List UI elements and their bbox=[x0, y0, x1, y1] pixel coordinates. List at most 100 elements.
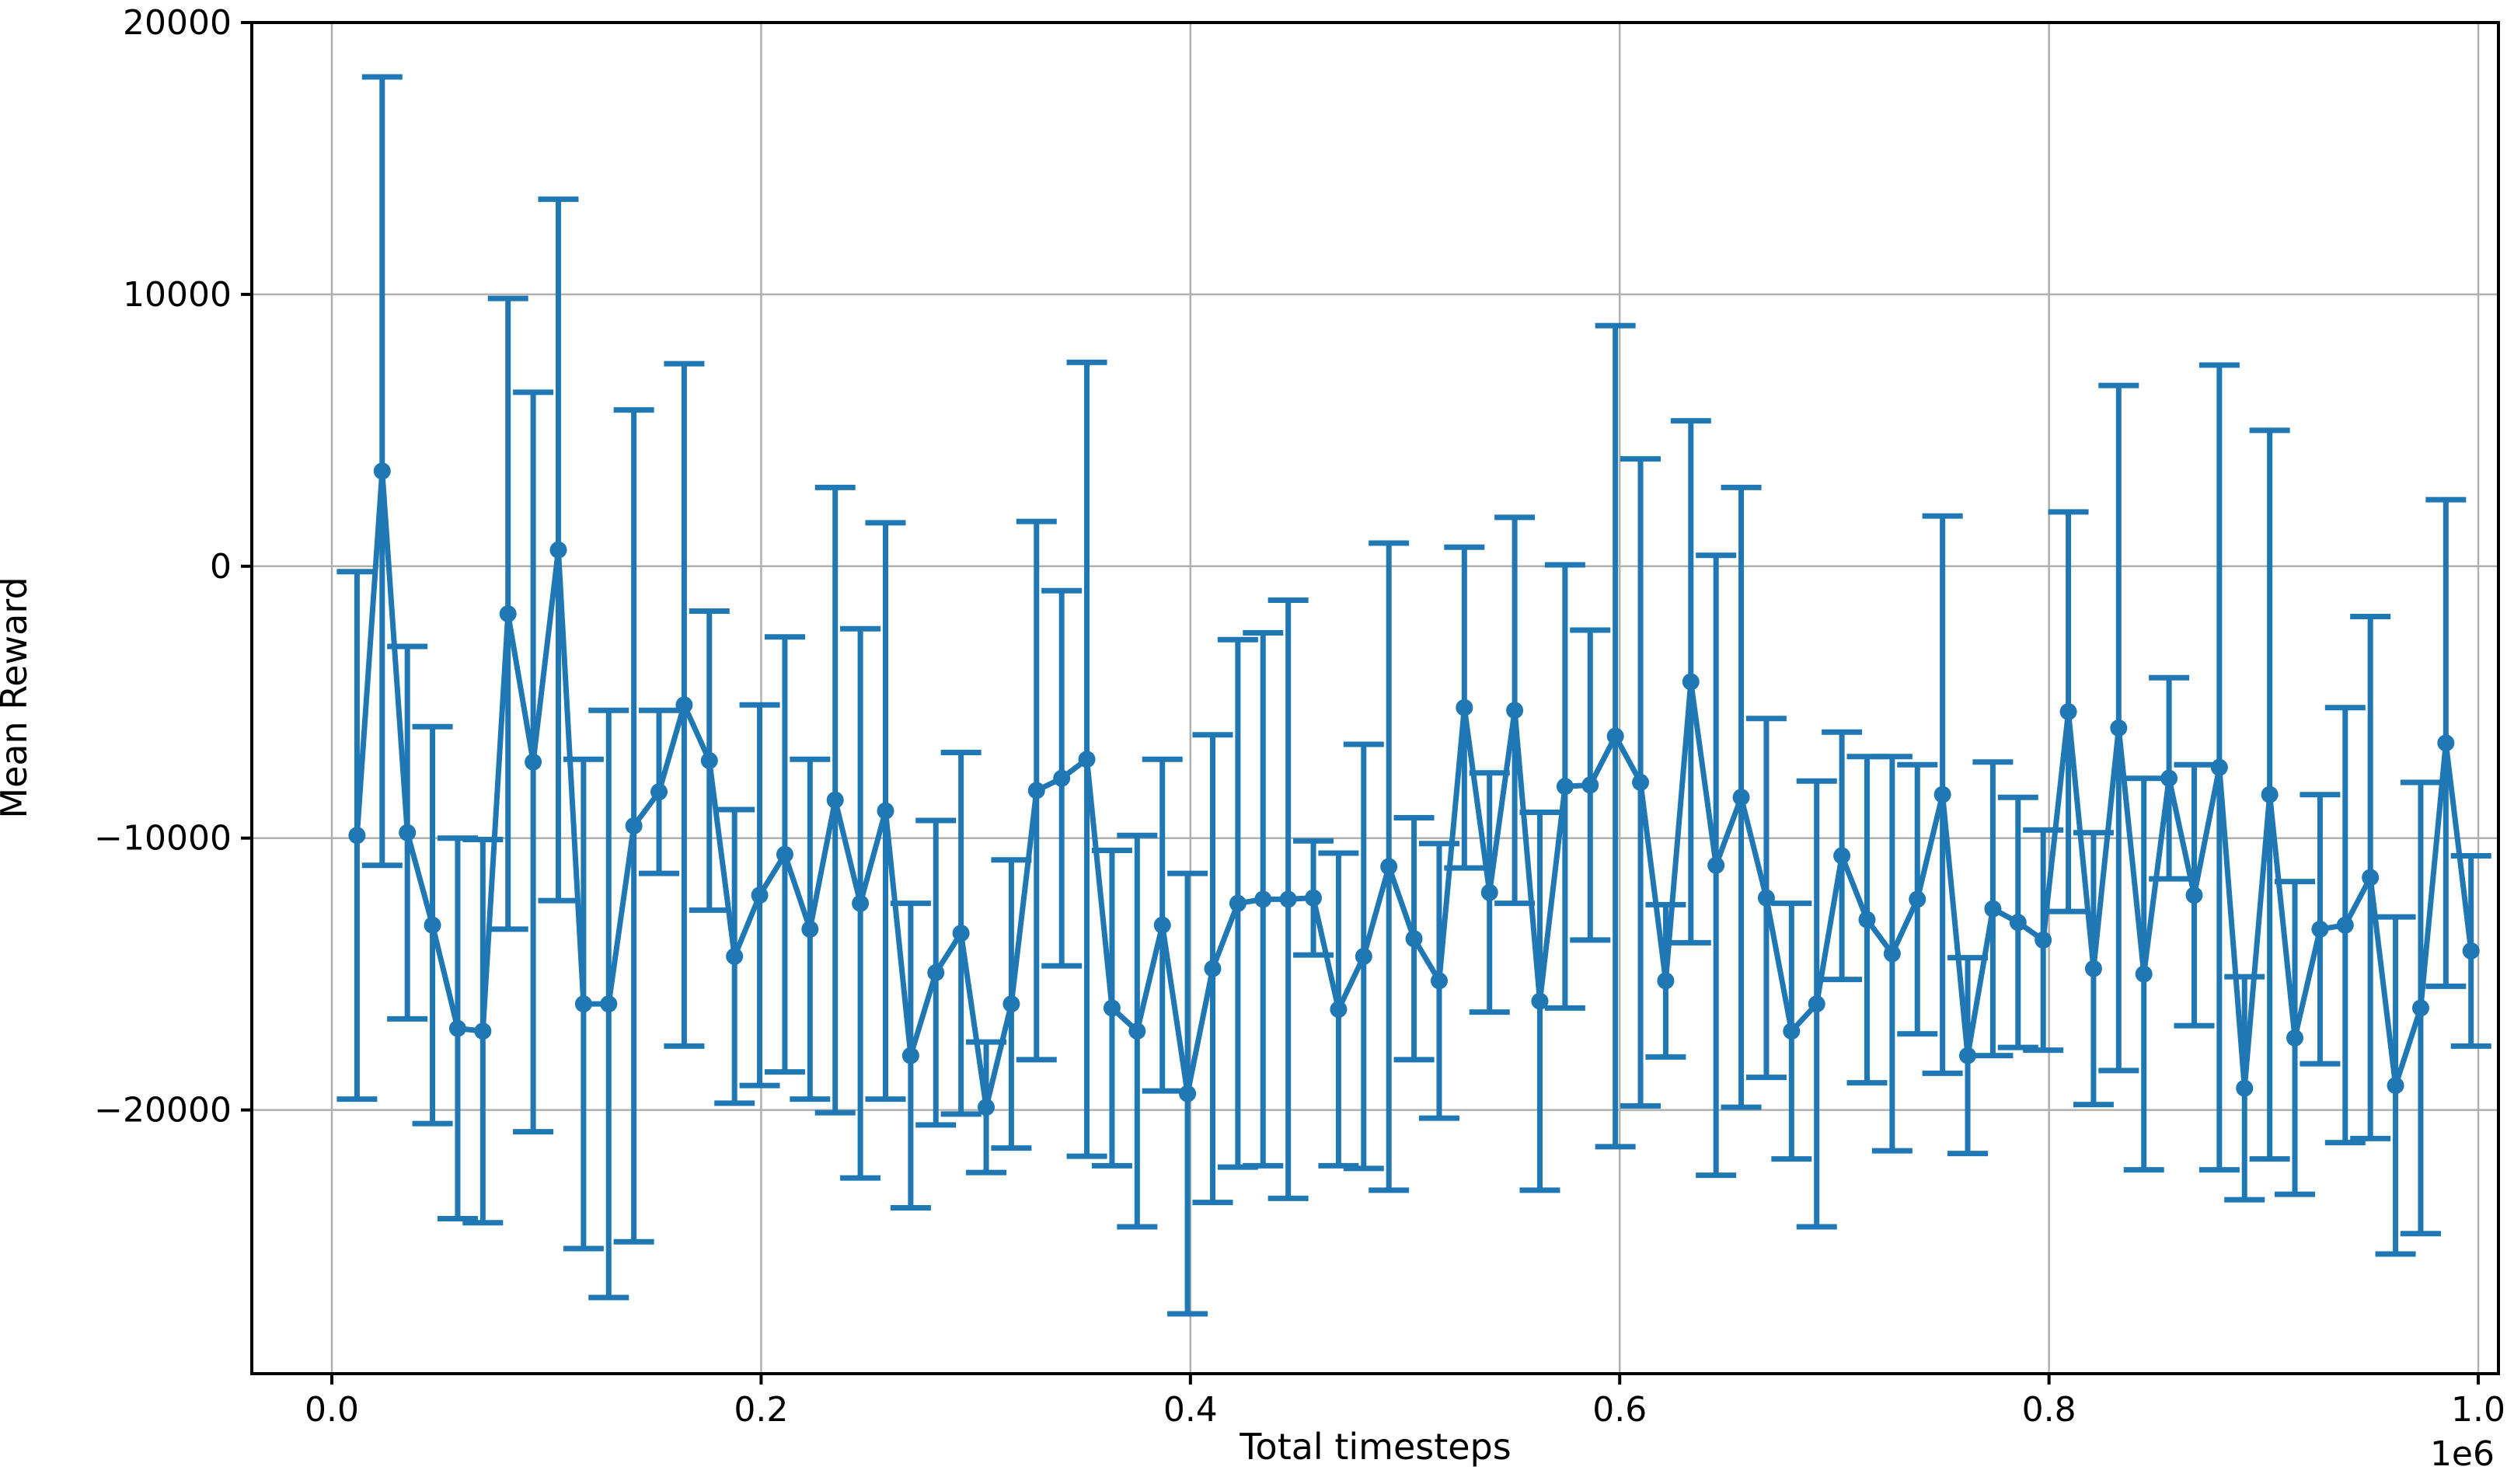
data-point bbox=[1531, 992, 1549, 1010]
data-point bbox=[2411, 999, 2429, 1017]
tick-labels-layer: 0.0 0.2 0.4 0.6 0.8 1.0 20000 10000 0 −10000 −2000… bbox=[94, 3, 2505, 1430]
data-point bbox=[1757, 889, 1775, 907]
data-point bbox=[1153, 916, 1171, 934]
data-point bbox=[2059, 702, 2077, 720]
data-point bbox=[2437, 734, 2455, 752]
data-point bbox=[1581, 776, 1599, 794]
data-point bbox=[1480, 883, 1498, 901]
data-point bbox=[2236, 1079, 2254, 1097]
data-point bbox=[852, 894, 870, 912]
data-point bbox=[2311, 920, 2329, 938]
data-point bbox=[1330, 1001, 1348, 1019]
data-point bbox=[1732, 789, 1750, 806]
x-tick-label: 0.8 bbox=[2022, 1390, 2076, 1430]
data-point bbox=[1909, 890, 1926, 908]
data-point bbox=[675, 696, 693, 714]
data-point bbox=[348, 827, 366, 845]
data-point bbox=[1380, 858, 1398, 876]
data-point bbox=[2462, 942, 2480, 960]
data-point bbox=[1305, 889, 1323, 907]
data-point bbox=[927, 963, 945, 981]
data-point bbox=[776, 845, 793, 863]
y-tick-label: −10000 bbox=[94, 819, 232, 859]
data-point bbox=[826, 791, 844, 809]
data-point bbox=[373, 462, 391, 480]
data-point bbox=[2110, 719, 2128, 737]
data-point bbox=[1355, 947, 1372, 965]
data-point bbox=[2362, 869, 2380, 887]
y-tick-label: 10000 bbox=[123, 275, 232, 315]
data-point bbox=[1984, 900, 2002, 918]
data-point bbox=[650, 783, 668, 801]
data-point bbox=[474, 1022, 492, 1040]
data-point bbox=[1128, 1022, 1146, 1040]
data-point bbox=[801, 920, 819, 938]
data-point bbox=[1632, 773, 1650, 791]
data-point bbox=[1606, 727, 1624, 745]
data-point bbox=[2135, 965, 2153, 983]
data-point bbox=[549, 541, 567, 559]
data-point bbox=[751, 887, 769, 904]
data-point bbox=[1933, 786, 1951, 803]
plot-spines bbox=[250, 21, 2500, 1375]
x-tick-label: 1.0 bbox=[2451, 1390, 2505, 1430]
data-point bbox=[1027, 782, 1045, 799]
y-tick-label: 0 bbox=[210, 547, 232, 587]
data-point bbox=[1883, 945, 1901, 963]
data-point bbox=[399, 824, 417, 841]
data-point bbox=[2261, 786, 2279, 803]
data-point bbox=[726, 947, 744, 965]
data-point bbox=[1657, 972, 1675, 990]
data-point bbox=[1707, 856, 1725, 874]
x-tick-label: 0.0 bbox=[305, 1390, 359, 1430]
series-mean-reward bbox=[336, 74, 2491, 1317]
data-point bbox=[574, 995, 592, 1013]
data-point bbox=[877, 802, 894, 820]
data-point bbox=[525, 753, 542, 771]
data-point bbox=[1204, 960, 1222, 977]
data-point bbox=[1254, 890, 1272, 908]
data-point bbox=[2084, 960, 2102, 977]
data-series-layer bbox=[336, 74, 2491, 1317]
data-point bbox=[1078, 751, 1096, 768]
data-point bbox=[1959, 1047, 1977, 1064]
data-point bbox=[1556, 778, 1574, 796]
data-point bbox=[1002, 995, 1020, 1013]
data-point bbox=[978, 1099, 995, 1116]
data-point bbox=[1179, 1085, 1197, 1103]
data-point bbox=[1783, 1022, 1801, 1040]
x-tick-label: 0.4 bbox=[1163, 1390, 1218, 1430]
data-point bbox=[2210, 758, 2228, 776]
data-point bbox=[1405, 930, 1423, 948]
data-point bbox=[700, 751, 718, 769]
data-point bbox=[952, 925, 970, 942]
data-point bbox=[1456, 698, 1473, 716]
y-axis-label: Mean Reward bbox=[0, 577, 35, 818]
data-point bbox=[499, 605, 517, 623]
x-tick-label: 0.2 bbox=[734, 1390, 788, 1430]
data-point bbox=[424, 916, 441, 934]
data-point bbox=[600, 995, 618, 1013]
data-point bbox=[625, 817, 643, 834]
data-point bbox=[1229, 894, 1247, 912]
data-point bbox=[2009, 914, 2027, 932]
x-axis-label: Total timesteps bbox=[1239, 1426, 1511, 1468]
data-point bbox=[901, 1047, 919, 1064]
data-point bbox=[2286, 1029, 2304, 1047]
data-point bbox=[1053, 769, 1071, 787]
data-point bbox=[1808, 995, 1825, 1013]
data-point bbox=[2185, 887, 2203, 904]
y-tick-label: −20000 bbox=[94, 1091, 232, 1130]
data-point bbox=[2160, 769, 2178, 787]
data-point bbox=[1833, 847, 1851, 865]
data-point bbox=[2035, 931, 2052, 949]
data-point bbox=[2387, 1077, 2404, 1095]
data-point bbox=[1858, 911, 1876, 928]
data-point bbox=[1506, 702, 1524, 719]
data-point bbox=[448, 1019, 466, 1037]
y-tick-label: 20000 bbox=[123, 3, 232, 43]
data-point bbox=[1103, 999, 1121, 1017]
x-tick-label: 0.6 bbox=[1592, 1390, 1647, 1430]
